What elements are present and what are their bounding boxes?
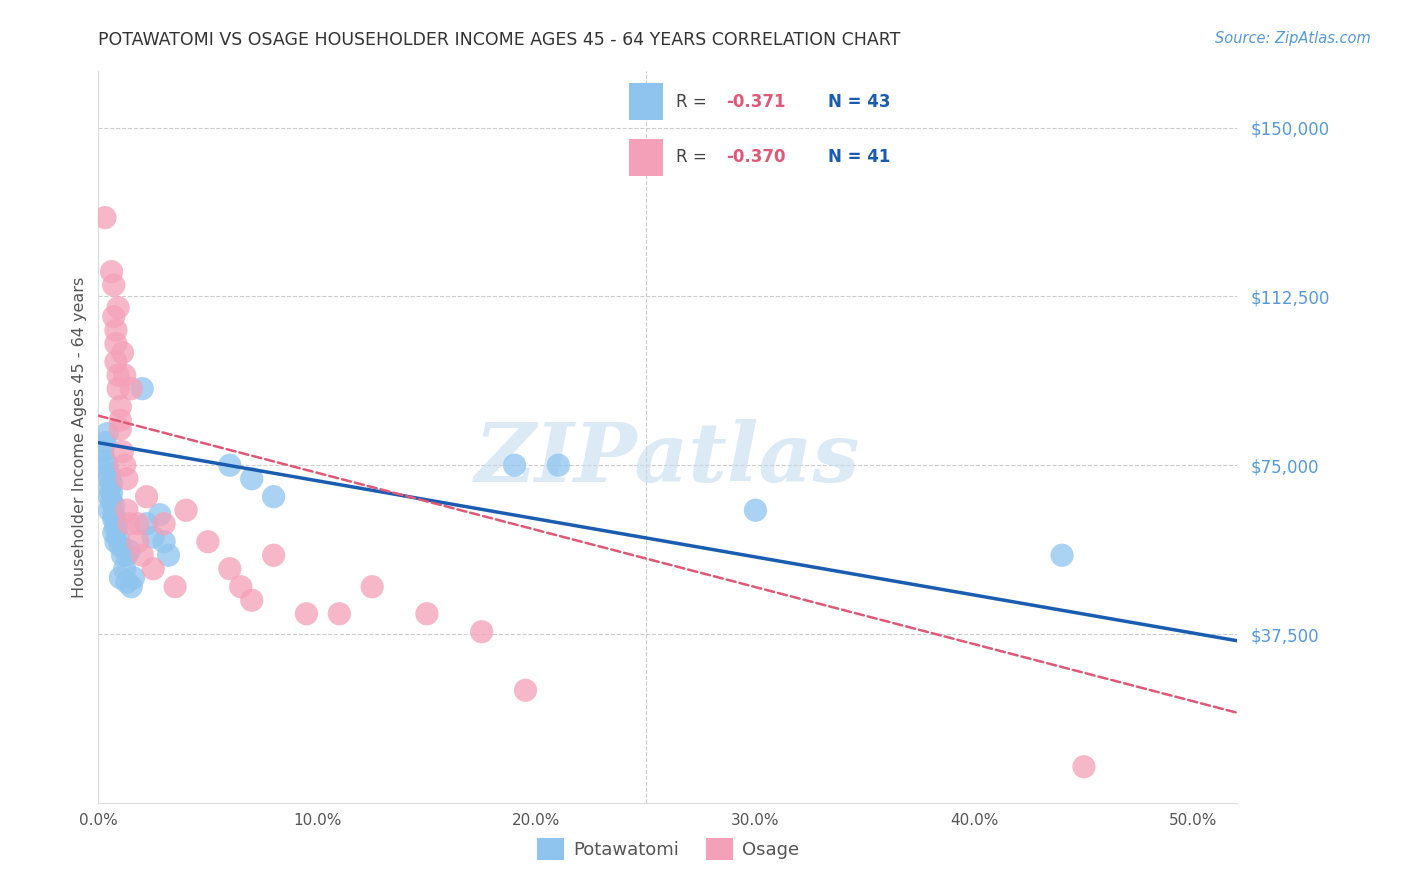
- Point: [114, 368, 136, 383]
- Point: [229, 580, 252, 594]
- Point: [100, 265, 122, 279]
- Point: [118, 516, 141, 531]
- Point: [103, 508, 125, 522]
- Point: [111, 345, 134, 359]
- Point: [103, 512, 125, 526]
- Point: [104, 354, 127, 368]
- Point: [100, 485, 122, 500]
- Point: [110, 422, 132, 436]
- Point: [142, 562, 165, 576]
- Point: [127, 516, 149, 531]
- Point: [111, 444, 134, 458]
- Point: [174, 503, 197, 517]
- Point: [471, 624, 494, 639]
- Point: [135, 516, 157, 531]
- Point: [98, 481, 121, 495]
- Point: [547, 458, 569, 473]
- Point: [142, 530, 165, 544]
- Point: [94, 453, 117, 467]
- Point: [263, 490, 285, 504]
- Y-axis label: Householder Income Ages 45 - 64 years: Householder Income Ages 45 - 64 years: [72, 277, 87, 598]
- Legend: Potawatomi, Osage: Potawatomi, Osage: [530, 830, 806, 867]
- Point: [98, 472, 121, 486]
- Point: [103, 499, 125, 513]
- Point: [104, 323, 127, 337]
- Point: [110, 571, 132, 585]
- Point: [515, 683, 537, 698]
- Point: [103, 310, 125, 324]
- Point: [1073, 760, 1095, 774]
- Text: R =: R =: [676, 148, 711, 166]
- Point: [157, 548, 180, 562]
- Point: [118, 543, 141, 558]
- Point: [165, 580, 187, 594]
- Text: -0.371: -0.371: [727, 93, 786, 111]
- Point: [135, 490, 157, 504]
- Point: [107, 530, 129, 544]
- Point: [115, 548, 138, 562]
- Text: N = 43: N = 43: [828, 93, 890, 111]
- Point: [295, 607, 318, 621]
- Point: [110, 539, 132, 553]
- Point: [104, 516, 127, 531]
- Text: N = 41: N = 41: [828, 148, 890, 166]
- Point: [111, 548, 134, 562]
- Point: [107, 382, 129, 396]
- Point: [98, 503, 121, 517]
- Point: [100, 494, 122, 508]
- Bar: [628, 83, 662, 120]
- Point: [218, 458, 240, 473]
- Text: ZIPatlas: ZIPatlas: [475, 419, 860, 499]
- Point: [153, 516, 176, 531]
- Point: [131, 382, 153, 396]
- Point: [100, 476, 122, 491]
- Point: [114, 458, 136, 473]
- Point: [153, 534, 176, 549]
- Point: [328, 607, 350, 621]
- Point: [240, 593, 263, 607]
- Point: [91, 444, 114, 458]
- Point: [361, 580, 384, 594]
- Point: [103, 525, 125, 540]
- Point: [107, 368, 129, 383]
- Point: [104, 336, 127, 351]
- Bar: [628, 138, 662, 176]
- Point: [104, 521, 127, 535]
- Text: POTAWATOMI VS OSAGE HOUSEHOLDER INCOME AGES 45 - 64 YEARS CORRELATION CHART: POTAWATOMI VS OSAGE HOUSEHOLDER INCOME A…: [98, 31, 901, 49]
- Point: [107, 301, 129, 315]
- Point: [127, 534, 149, 549]
- Point: [103, 278, 125, 293]
- Point: [110, 413, 132, 427]
- Point: [110, 400, 132, 414]
- Point: [263, 548, 285, 562]
- Point: [96, 458, 118, 473]
- Point: [122, 571, 145, 585]
- Point: [149, 508, 172, 522]
- Point: [503, 458, 526, 473]
- Text: R =: R =: [676, 93, 711, 111]
- Point: [98, 490, 121, 504]
- Point: [416, 607, 439, 621]
- Point: [114, 562, 136, 576]
- Point: [115, 472, 138, 486]
- Point: [120, 580, 142, 594]
- Point: [197, 534, 219, 549]
- Point: [98, 467, 121, 482]
- Point: [131, 548, 153, 562]
- Point: [94, 211, 117, 225]
- Point: [94, 435, 117, 450]
- Point: [115, 503, 138, 517]
- Point: [104, 534, 127, 549]
- Text: -0.370: -0.370: [727, 148, 786, 166]
- Point: [120, 382, 142, 396]
- Text: Source: ZipAtlas.com: Source: ZipAtlas.com: [1215, 31, 1371, 46]
- Point: [115, 575, 138, 590]
- Point: [240, 472, 263, 486]
- Point: [96, 426, 118, 441]
- Point: [1050, 548, 1073, 562]
- Point: [744, 503, 766, 517]
- Point: [218, 562, 240, 576]
